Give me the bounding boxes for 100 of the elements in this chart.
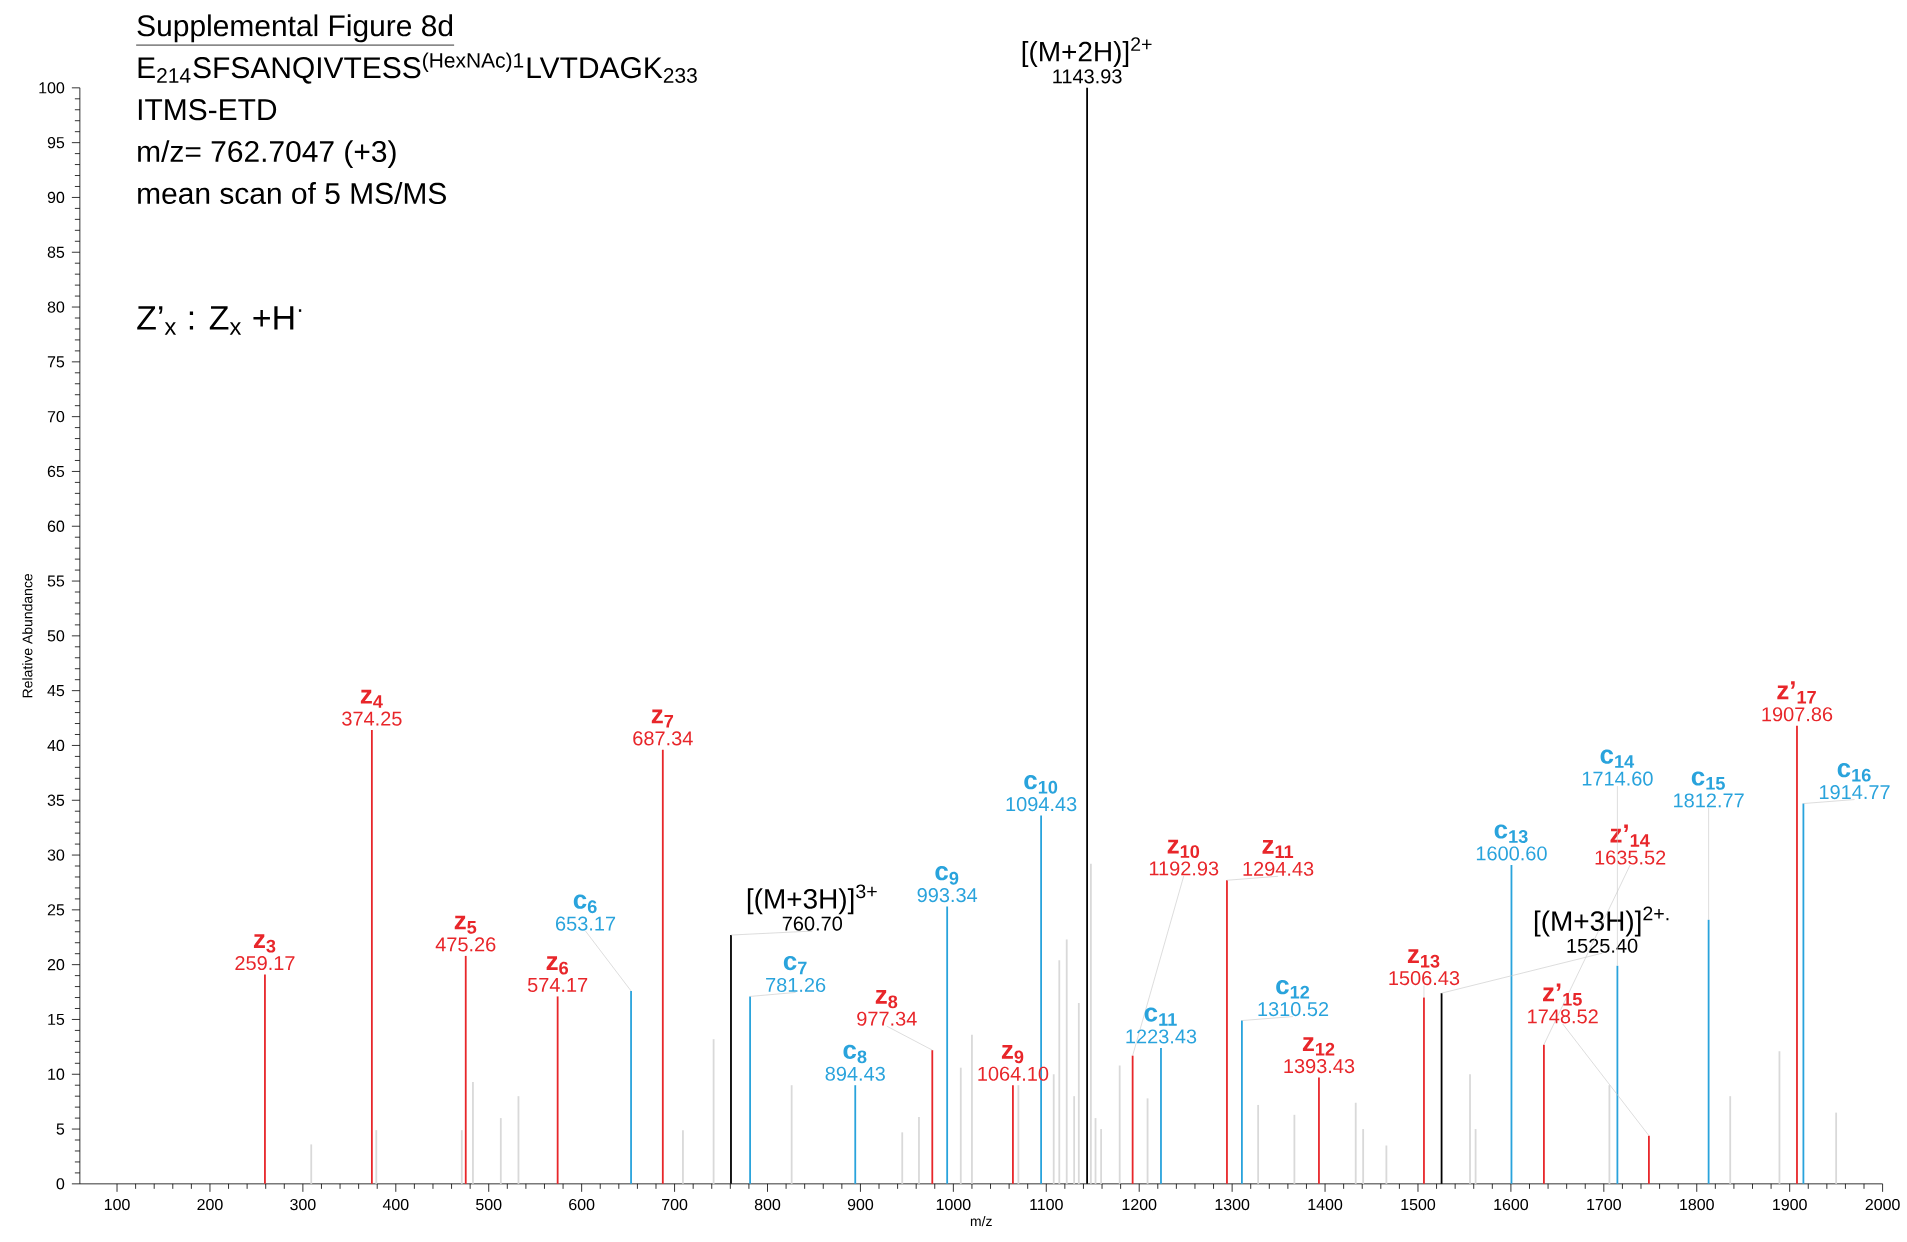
y-tick-label: 80 (47, 301, 65, 313)
annotation: 1393.43 (1284, 1059, 1355, 1074)
annotation: 1525.40 (1567, 938, 1638, 953)
annotation: z$_{13}$ (1407, 949, 1440, 968)
x-tick-label: 1900 (1773, 1199, 1807, 1211)
x-tick-label: 200 (197, 1199, 223, 1211)
annotation: c$_{15}$ (1691, 771, 1725, 790)
annotation: z$_{6}$ (546, 956, 569, 975)
y-tick-label: 75 (47, 356, 65, 368)
x-tick-label: 100 (104, 1199, 130, 1211)
annotation: c$_{6}$ (573, 894, 597, 914)
y-tick-label: 10 (48, 1068, 65, 1081)
annotation: c$_{9}$ (935, 866, 959, 885)
annotation: 1600.60 (1476, 846, 1547, 861)
annotation: z’$_{14}$ (1610, 824, 1650, 847)
x-tick-label: 800 (754, 1199, 781, 1211)
x-tick-label: 2000 (1865, 1199, 1900, 1211)
annotation: 977.34 (857, 1011, 917, 1026)
annotation: 1748.52 (1528, 1009, 1598, 1024)
x-tick-label: 600 (569, 1199, 595, 1211)
annotation: 1714.60 (1582, 771, 1653, 786)
y-tick-label: 40 (47, 739, 65, 752)
annotation: [(M+3H)]$^{3+}$ (747, 884, 877, 915)
annotation: c$_{10}$ (1024, 775, 1058, 794)
y-tick-label: 90 (47, 191, 65, 204)
annotation: z$_{4}$ (360, 689, 383, 708)
y-tick-label: 60 (47, 520, 65, 533)
annotation: c$_{8}$ (843, 1044, 867, 1064)
annotation: z$_{11}$ (1262, 840, 1294, 859)
annotation: 894.43 (825, 1066, 885, 1081)
x-tick-label: 900 (847, 1199, 874, 1211)
x-tick-label: 1100 (1030, 1199, 1063, 1211)
annotation: z’$_{17}$ (1777, 681, 1816, 704)
annotation: 1310.52 (1258, 1002, 1329, 1017)
annotation: z’$_{15}$ (1543, 983, 1582, 1006)
x-tick-label: 400 (382, 1199, 409, 1211)
y-tick-label: 25 (47, 904, 65, 916)
annotation: [(M+2H)]$^{2+}$ (1022, 37, 1152, 68)
y-tick-label: 30 (47, 849, 65, 861)
annotation: mean scan of 5 MS/MS (138, 182, 446, 205)
annotation: 1143.93 (1053, 69, 1122, 84)
annotation: m/z= 762.7047 (+3) (138, 140, 396, 169)
y-tick-label: 95 (47, 137, 65, 149)
chart-subtitle: E$_{214}$SFSANQIVTESS$^{(HexNAc)1}$LVTDAGK$_{233}$ (138, 52, 697, 84)
annotation: ITMS-ETD (138, 99, 277, 121)
y-tick-label: 100 (39, 82, 65, 94)
x-tick-label: 1400 (1308, 1199, 1343, 1211)
annotation: 1223.43 (1126, 1029, 1197, 1044)
y-tick-label: 15 (48, 1014, 65, 1026)
y-tick-label: 35 (47, 794, 65, 807)
annotation: 1907.86 (1762, 707, 1833, 722)
annotation: 1914.77 (1819, 785, 1890, 800)
chart-title: Supplemental Figure 8d (137, 14, 453, 43)
annotation: z$_{12}$ (1302, 1037, 1335, 1056)
y-tick-label: 65 (47, 465, 65, 478)
annotation: c$_{12}$ (1276, 980, 1310, 999)
annotation: 574.17 (527, 978, 588, 993)
y-tick-label: 5 (56, 1123, 65, 1135)
annotation: z$_{10}$ (1167, 839, 1200, 859)
y-axis-title: Relative Abundance (22, 574, 33, 698)
x-tick-label: 1300 (1215, 1199, 1250, 1211)
annotation: [(M+3H)]$^{2+.}$ (1534, 906, 1669, 937)
y-tick-label: 55 (47, 575, 65, 587)
y-tick-label: 70 (47, 411, 65, 423)
annotation: 653.17 (556, 916, 616, 931)
annotation: z$_{3}$ (253, 934, 276, 953)
annotation: z$_{8}$ (875, 990, 898, 1009)
annotation: 1506.43 (1389, 971, 1460, 986)
x-tick-label: 1000 (936, 1199, 971, 1211)
annotation: 1294.43 (1243, 861, 1314, 876)
y-tick-label: 85 (47, 246, 65, 259)
y-tick-label: 20 (47, 959, 65, 971)
x-tick-label: 1600 (1494, 1199, 1529, 1211)
annotation: 475.26 (435, 937, 496, 952)
annotation: c$_{11}$ (1144, 1007, 1177, 1026)
annotation: 687.34 (633, 731, 693, 746)
annotation: 1192.93 (1149, 861, 1219, 876)
annotation: z$_{7}$ (651, 709, 674, 728)
x-tick-label: 700 (662, 1199, 688, 1211)
x-tick-label: 1700 (1587, 1199, 1621, 1211)
x-axis-title: m/z (970, 1216, 992, 1227)
y-tick-label: 0 (56, 1178, 65, 1190)
annotation: 760.70 (782, 916, 843, 931)
annotation: 781.26 (766, 978, 826, 993)
y-tick-label: 45 (47, 685, 65, 697)
annotation: z$_{9}$ (1001, 1045, 1024, 1064)
annotation: 993.34 (917, 888, 978, 903)
annotation: c$_{16}$ (1837, 763, 1871, 782)
annotation: c$_{13}$ (1494, 824, 1528, 844)
annotation: 1094.43 (1006, 797, 1077, 812)
x-tick-label: 300 (290, 1199, 316, 1211)
annotation: 374.25 (342, 711, 402, 726)
annotation: Z’$_{x}$ : Z$_{x}$ +H$^{·}$ (137, 306, 302, 335)
annotation: 1812.77 (1674, 793, 1744, 808)
annotation: z$_{5}$ (454, 915, 477, 934)
annotation: 259.17 (235, 956, 295, 971)
y-tick-label: 50 (47, 630, 65, 642)
annotation: c$_{7}$ (783, 956, 807, 975)
x-tick-label: 1800 (1680, 1199, 1714, 1211)
x-tick-label: 1200 (1122, 1199, 1157, 1211)
